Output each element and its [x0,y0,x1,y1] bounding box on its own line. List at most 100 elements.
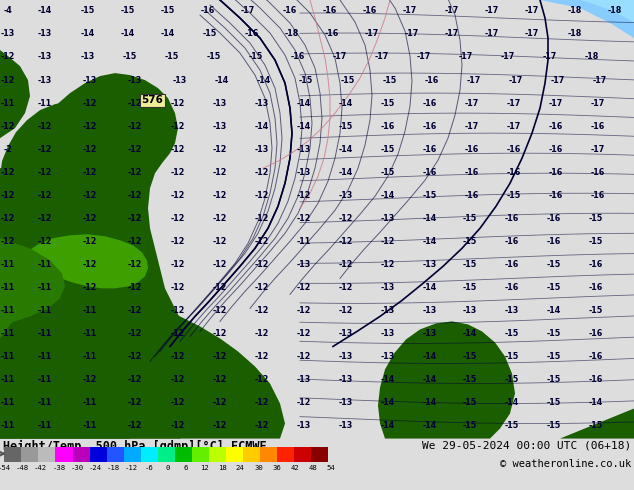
Text: -14: -14 [297,122,311,131]
Text: -12: -12 [128,375,142,384]
Text: -15: -15 [547,329,561,338]
Text: -12: -12 [213,352,227,361]
Text: -2: -2 [4,145,13,154]
Text: -12: -12 [128,145,142,154]
Text: -12: -12 [213,375,227,384]
Text: -11: -11 [38,352,52,361]
Text: -12: -12 [128,122,142,131]
Text: 576: 576 [141,95,163,105]
Text: -11: -11 [38,260,52,269]
Text: -12: -12 [83,122,97,131]
Text: -14: -14 [423,398,437,407]
Text: -15: -15 [505,329,519,338]
Text: -11: -11 [38,283,52,292]
Text: -13: -13 [83,75,97,85]
Bar [209,447,226,462]
Text: -12: -12 [171,98,185,108]
Text: -16: -16 [591,168,605,177]
Text: -12: -12 [83,98,97,108]
Text: -15: -15 [341,75,355,85]
Text: -18: -18 [585,51,599,61]
Text: -13: -13 [297,168,311,177]
Text: -13: -13 [173,75,187,85]
Text: -11: -11 [1,398,15,407]
Text: -13: -13 [423,306,437,315]
Text: -13: -13 [81,51,95,61]
Text: -54: -54 [0,465,11,471]
Text: -17: -17 [333,51,347,61]
Text: -15: -15 [463,283,477,292]
Text: -13: -13 [505,306,519,315]
Text: -12: -12 [297,306,311,315]
Bar [294,447,311,462]
Text: -17: -17 [525,5,539,15]
Text: -15: -15 [299,75,313,85]
Text: -12: -12 [128,214,142,223]
Text: -15: -15 [463,260,477,269]
Text: -12: -12 [171,306,185,315]
Text: -11: -11 [83,421,97,430]
Bar [141,447,158,462]
Text: -13: -13 [297,375,311,384]
Text: -12: -12 [213,168,227,177]
Text: -14: -14 [589,398,603,407]
Text: -12: -12 [38,168,52,177]
Text: -13: -13 [423,329,437,338]
Text: 18: 18 [217,465,226,471]
Text: © weatheronline.co.uk: © weatheronline.co.uk [500,459,631,469]
Text: -13: -13 [381,283,395,292]
Text: -14: -14 [381,421,395,430]
Text: -13: -13 [339,191,353,200]
Text: -13: -13 [297,145,311,154]
Text: -12: -12 [83,168,97,177]
Text: -12: -12 [255,329,269,338]
Text: -15: -15 [463,214,477,223]
Polygon shape [0,238,65,339]
Text: -12: -12 [213,260,227,269]
Text: -16: -16 [245,28,259,38]
Text: 30: 30 [254,465,262,471]
Text: -11: -11 [1,421,15,430]
Text: -11: -11 [38,375,52,384]
Text: -15: -15 [161,5,175,15]
Text: -14: -14 [339,98,353,108]
Text: -17: -17 [405,28,419,38]
Bar [226,447,243,462]
Text: -16: -16 [507,168,521,177]
Text: -16: -16 [423,145,437,154]
Text: -13: -13 [38,28,52,38]
Text: -12: -12 [171,191,185,200]
Text: -16: -16 [323,5,337,15]
Text: -15: -15 [589,214,603,223]
Text: -15: -15 [505,375,519,384]
Text: -12: -12 [38,214,52,223]
Text: -12: -12 [171,145,185,154]
Text: -14: -14 [505,398,519,407]
Text: -12: -12 [1,191,15,200]
Text: -14: -14 [547,306,561,315]
Text: -15: -15 [547,375,561,384]
Text: -12: -12 [339,306,353,315]
Bar [311,447,328,462]
Text: -15: -15 [339,122,353,131]
Text: -16: -16 [505,237,519,246]
Text: -15: -15 [547,352,561,361]
Text: -17: -17 [549,98,563,108]
Text: -16: -16 [505,214,519,223]
Text: -15: -15 [505,352,519,361]
Polygon shape [0,0,215,439]
Text: 42: 42 [290,465,299,471]
Text: -15: -15 [547,260,561,269]
Bar [191,447,209,462]
Text: -12: -12 [255,237,269,246]
Bar [89,447,107,462]
Text: -12: -12 [297,214,311,223]
Text: -12: -12 [1,75,15,85]
Text: -30: -30 [70,465,84,471]
Text: -12: -12 [213,398,227,407]
Text: -17: -17 [591,98,605,108]
Bar [276,447,294,462]
Text: 6: 6 [184,465,188,471]
Text: -15: -15 [547,421,561,430]
Text: -13: -13 [423,260,437,269]
